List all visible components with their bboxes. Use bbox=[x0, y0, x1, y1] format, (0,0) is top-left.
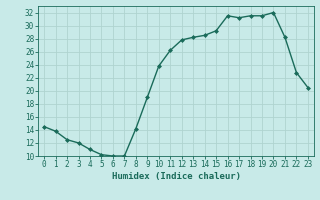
X-axis label: Humidex (Indice chaleur): Humidex (Indice chaleur) bbox=[111, 172, 241, 181]
